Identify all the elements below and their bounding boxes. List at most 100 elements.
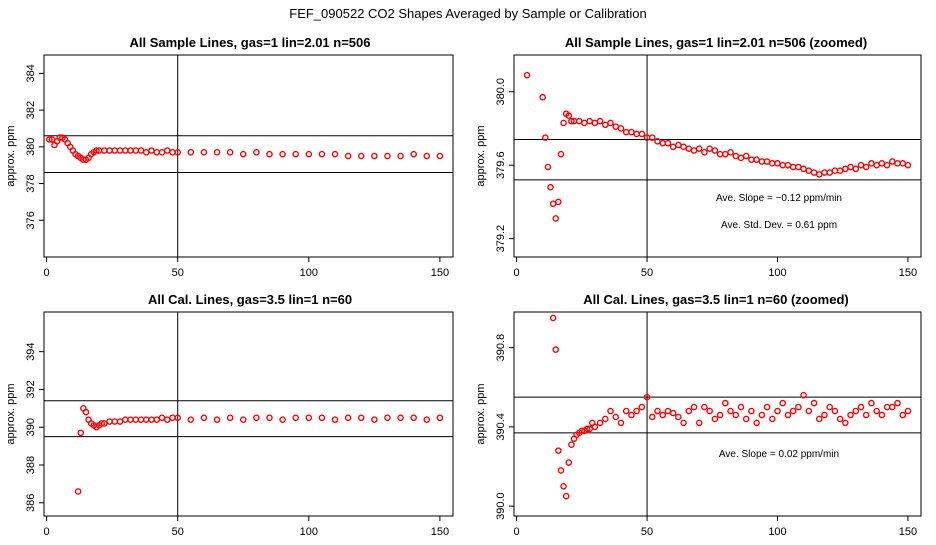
data-point: [873, 161, 880, 169]
data-point: [111, 418, 119, 425]
y-tick-label: 384: [25, 64, 37, 82]
data-point: [45, 136, 53, 143]
data-point: [722, 399, 729, 407]
data-point: [239, 150, 247, 158]
data-point: [226, 149, 234, 156]
data-point: [174, 414, 182, 422]
data-point: [904, 407, 912, 415]
x-tick-label: 0: [44, 267, 50, 279]
data-point: [371, 416, 378, 423]
data-point: [669, 143, 677, 151]
data-point: [357, 152, 365, 160]
data-point: [706, 407, 713, 415]
data-point: [648, 134, 656, 141]
data-point: [121, 147, 129, 154]
data-point: [883, 403, 891, 411]
data-point: [690, 403, 698, 411]
data-point: [93, 147, 100, 154]
data-point: [836, 167, 844, 174]
data-point: [690, 147, 698, 154]
data-point: [344, 152, 352, 160]
annotation: Ave. Slope = 0.02 ppm/min: [719, 449, 839, 460]
data-point: [101, 147, 108, 154]
x-tick-label: 50: [172, 526, 184, 538]
data-point: [586, 117, 593, 125]
data-point: [664, 407, 672, 415]
data-point: [659, 411, 667, 419]
data-point: [883, 161, 891, 169]
annotation: Ave. Slope = −0.12 ppm/min: [716, 193, 842, 204]
data-point: [617, 419, 625, 427]
y-axis-label: approx. ppm: [5, 125, 17, 186]
data-point: [318, 150, 326, 158]
data-point: [397, 152, 404, 160]
plot-frame: [43, 54, 454, 258]
data-point: [638, 130, 646, 138]
data-point: [423, 152, 431, 160]
data-point: [889, 158, 896, 165]
data-point: [552, 215, 560, 222]
data-point: [562, 492, 570, 500]
data-point: [701, 403, 708, 411]
data-point: [706, 145, 713, 152]
data-point: [857, 161, 865, 169]
data-point: [680, 143, 687, 151]
data-point: [878, 160, 886, 167]
data-point: [292, 150, 299, 158]
data-point: [810, 399, 818, 407]
y-tick-label: 380.0: [495, 78, 507, 106]
x-tick-label: 100: [768, 267, 786, 279]
data-point: [795, 163, 802, 171]
data-point: [774, 160, 781, 167]
data-point: [628, 411, 635, 419]
y-tick-label: 390.4: [495, 413, 507, 441]
data-point: [899, 411, 907, 419]
data-point: [602, 415, 609, 423]
data-point: [784, 161, 792, 169]
data-point: [253, 414, 260, 422]
data-point: [695, 145, 703, 152]
data-point: [628, 128, 635, 136]
data-point: [305, 150, 313, 158]
data-point: [732, 411, 740, 419]
data-point: [132, 147, 140, 154]
panel-cal-lines: All Cal. Lines, gas=3.5 lin=1 n=60 appro…: [5, 292, 454, 538]
y-tick-label: 390.8: [495, 334, 507, 362]
data-point: [384, 414, 391, 422]
data-point: [591, 423, 599, 431]
data-point: [292, 414, 299, 422]
data-point: [226, 414, 234, 422]
data-point: [815, 415, 823, 423]
panel-title: All Cal. Lines, gas=3.5 lin=1 n=60: [148, 292, 352, 307]
data-point: [557, 467, 565, 474]
data-point: [800, 165, 807, 173]
data-point: [591, 119, 599, 127]
data-point: [213, 416, 221, 423]
data-point: [873, 407, 880, 415]
data-point: [331, 150, 339, 158]
data-point: [153, 416, 161, 423]
data-point: [894, 399, 901, 407]
y-tick-label: 378: [25, 174, 37, 192]
data-point: [77, 429, 85, 437]
data-point: [894, 160, 901, 167]
data-point: [127, 416, 134, 423]
data-point: [737, 154, 745, 162]
data-point: [331, 416, 339, 423]
x-tick-label: 0: [44, 526, 50, 538]
data-point: [279, 150, 286, 158]
data-point: [758, 158, 766, 165]
data-point: [121, 416, 129, 423]
data-point: [158, 149, 166, 156]
data-point: [137, 416, 145, 423]
data-point: [810, 169, 818, 176]
x-tick-label: 0: [514, 526, 520, 538]
data-point: [805, 167, 813, 174]
y-tick-label: 376: [25, 211, 37, 229]
data-point: [753, 419, 760, 427]
y-tick-label: 392: [25, 380, 37, 398]
data-point: [596, 117, 604, 125]
data-point: [187, 416, 195, 423]
data-point: [163, 416, 171, 423]
x-tick-label: 100: [300, 267, 318, 279]
